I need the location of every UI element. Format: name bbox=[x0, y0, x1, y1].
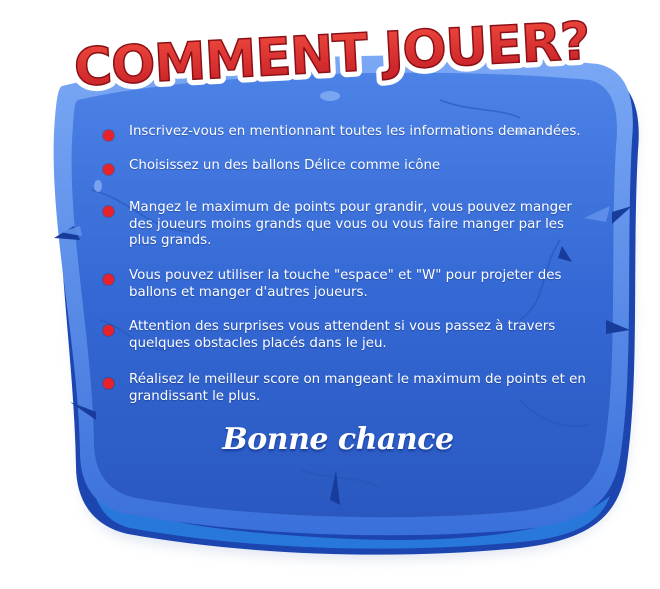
panel-sparkles bbox=[94, 91, 526, 192]
list-item: Réalisez le meilleur score on mangeant l… bbox=[100, 372, 589, 405]
panel-base-highlight bbox=[90, 470, 610, 549]
rule-text: Vous pouvez utiliser la touche "espace" … bbox=[129, 268, 562, 300]
panel-face bbox=[71, 72, 617, 518]
panel-texture bbox=[91, 99, 591, 489]
rule-text: Inscrivez-vous en mentionnant toutes les… bbox=[129, 124, 581, 139]
rule-text: Mangez le maximum de points pour grandir… bbox=[129, 200, 572, 248]
bullet-icon bbox=[103, 130, 114, 141]
rule-text: Réalisez le meilleur score on mangeant l… bbox=[129, 372, 586, 404]
list-item: Mangez le maximum de points pour grandir… bbox=[100, 200, 579, 250]
bullet-icon bbox=[103, 378, 114, 389]
bullet-icon bbox=[103, 325, 114, 336]
list-item: Inscrivez-vous en mentionnant toutes les… bbox=[100, 124, 619, 141]
bullet-icon bbox=[103, 274, 114, 285]
rule-text: Attention des surprises vous attendent s… bbox=[129, 319, 556, 351]
list-item: Attention des surprises vous attendent s… bbox=[100, 319, 599, 352]
good-luck-text: Bonne chance bbox=[222, 422, 454, 457]
list-item: Vous pouvez utiliser la touche "espace" … bbox=[100, 268, 589, 301]
bullet-icon bbox=[103, 164, 114, 175]
bullet-icon bbox=[103, 206, 114, 217]
rule-text: Choisissez un des ballons Délice comme i… bbox=[129, 158, 441, 173]
list-item: Choisissez un des ballons Délice comme i… bbox=[100, 158, 589, 175]
